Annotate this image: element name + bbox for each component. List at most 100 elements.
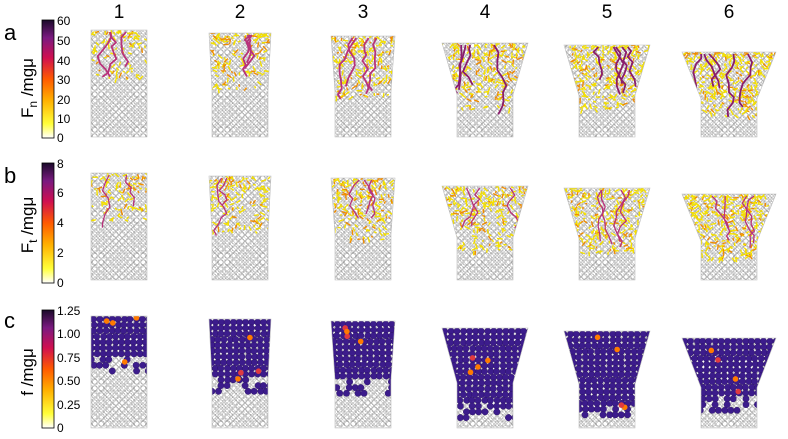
contact-force	[466, 98, 472, 102]
contact-force	[228, 39, 232, 45]
contact-force	[262, 45, 267, 51]
saturated-grain	[91, 327, 98, 335]
contact-force	[574, 213, 580, 216]
contact-force	[472, 239, 476, 245]
contact-force	[477, 55, 481, 60]
granular-panel	[90, 29, 148, 138]
contact-force	[483, 90, 490, 93]
saturated-grain	[489, 385, 497, 393]
contact-force	[595, 213, 599, 216]
saturated-grain	[214, 336, 222, 343]
saturated-grain	[639, 336, 646, 344]
saturated-grain	[648, 353, 650, 361]
contact-force	[601, 49, 605, 54]
contact-force	[483, 52, 489, 57]
contact-force	[753, 194, 756, 200]
saturated-grain	[627, 376, 635, 384]
contact-force	[569, 45, 572, 49]
grain-packing-overlay	[442, 43, 528, 137]
saturated-grain	[132, 321, 140, 329]
contact-force	[214, 196, 219, 201]
contact-force	[584, 46, 590, 49]
force-chain	[461, 187, 481, 228]
saturated-grain	[603, 388, 610, 396]
contact-force	[629, 239, 632, 243]
saturated-grain	[564, 359, 571, 367]
contact-force	[507, 246, 512, 249]
saturated-grain	[736, 343, 744, 351]
contact-force	[451, 188, 455, 194]
contact-force	[712, 233, 717, 237]
contact-force	[737, 108, 740, 111]
contact-force	[352, 227, 356, 232]
contact-force	[628, 93, 631, 96]
contact-force	[210, 41, 215, 45]
contact-force	[381, 67, 388, 71]
saturated-grain	[684, 372, 691, 380]
contact-force	[517, 202, 520, 205]
contact-force	[497, 248, 501, 251]
contact-force	[740, 61, 743, 65]
contact-force	[573, 52, 577, 57]
saturated-grain	[220, 353, 228, 361]
contact-force	[227, 228, 230, 233]
contact-force	[209, 186, 214, 189]
contact-force	[510, 194, 513, 197]
contact-force	[580, 251, 586, 255]
contact-force	[462, 190, 466, 196]
contact-force	[608, 216, 612, 220]
contact-force	[380, 53, 383, 57]
saturated-grain	[723, 395, 731, 403]
force-chain	[458, 44, 463, 90]
force-layer	[209, 176, 271, 236]
saturated-grain	[472, 379, 479, 387]
contact-force	[485, 197, 490, 200]
contact-force	[599, 240, 604, 246]
contact-force	[698, 85, 703, 89]
contact-force	[608, 106, 613, 111]
saturated-grain	[514, 339, 521, 347]
contact-force	[336, 178, 341, 183]
contact-force	[477, 212, 481, 215]
contact-force	[601, 53, 605, 57]
contact-force	[342, 208, 349, 213]
saturated-grain	[702, 355, 710, 362]
saturated-grain	[648, 399, 650, 407]
saturated-grain	[600, 371, 607, 378]
contact-force	[253, 72, 259, 76]
saturated-grain	[757, 355, 765, 362]
saturated-grain	[723, 343, 731, 351]
saturated-grain	[342, 343, 350, 351]
saturated-grain	[259, 382, 267, 389]
force-chain	[703, 53, 721, 89]
saturated-grain	[682, 389, 689, 397]
contact-force	[580, 197, 583, 201]
contact-force	[366, 50, 370, 56]
saturated-grain	[703, 366, 710, 374]
saturated-grain	[217, 330, 225, 338]
contact-force	[696, 229, 701, 234]
contact-force	[463, 207, 469, 212]
saturated-grain	[142, 333, 147, 340]
contact-force	[498, 200, 502, 206]
contact-force	[485, 105, 489, 109]
contact-force	[761, 53, 764, 58]
contact-force	[464, 209, 468, 212]
saturated-grain	[366, 355, 374, 363]
saturated-grain	[564, 376, 568, 384]
contact-force	[595, 77, 600, 82]
panel-outline	[208, 318, 272, 429]
granular-panel	[441, 327, 529, 429]
contact-force	[452, 212, 459, 215]
saturated-grain	[471, 385, 479, 393]
contact-force	[572, 45, 577, 49]
row-c-panels	[90, 315, 777, 429]
contact-force	[720, 221, 723, 227]
contact-force	[341, 210, 347, 214]
saturated-grain	[447, 391, 455, 398]
saturated-grain	[615, 376, 623, 384]
contact-force	[626, 67, 630, 71]
column-label-1: 1	[114, 2, 125, 23]
saturated-grain	[442, 414, 446, 421]
saturated-grain	[96, 327, 104, 335]
